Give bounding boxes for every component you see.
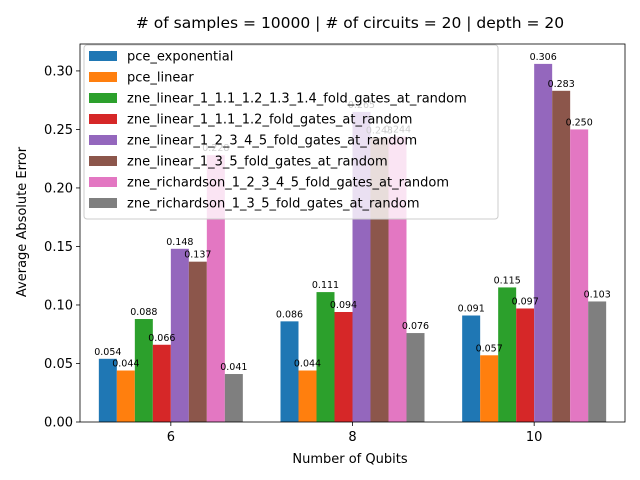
- y-tick-label: 0.30: [44, 64, 73, 79]
- bar: [516, 308, 535, 422]
- y-axis-label: Average Absolute Error: [15, 146, 30, 297]
- data-label: 0.091: [458, 304, 485, 315]
- bar: [334, 311, 353, 422]
- legend-label: zne_richardson_1_2_3_4_5_fold_gates_at_r…: [127, 176, 449, 191]
- data-label: 0.097: [512, 296, 539, 307]
- bar: [298, 370, 317, 422]
- x-axis-label: Number of Qubits: [292, 452, 407, 467]
- bar: [116, 370, 135, 422]
- x-tick-label: 6: [167, 430, 175, 445]
- legend-label: pce_exponential: [127, 50, 233, 65]
- bar: [406, 333, 425, 422]
- data-label: 0.044: [112, 359, 139, 370]
- data-label: 0.041: [220, 362, 247, 373]
- legend-swatch: [89, 135, 117, 145]
- data-label: 0.094: [330, 300, 357, 311]
- y-tick-label: 0.20: [44, 181, 73, 196]
- data-label: 0.148: [166, 237, 193, 248]
- bar: [316, 292, 335, 422]
- plot-area: 0.054 0.086 0.091 0.044 0.044 0.057 0.088 0.111…: [44, 43, 626, 445]
- data-label: 0.283: [548, 79, 575, 90]
- legend-swatch: [89, 156, 117, 166]
- data-label: 0.044: [294, 359, 321, 370]
- data-label: 0.076: [402, 321, 429, 332]
- legend-label: zne_linear_1_1.1_1.2_fold_gates_at_rando…: [127, 113, 412, 128]
- y-tick-label: 0.10: [44, 298, 73, 313]
- bar: [170, 248, 189, 422]
- legend-swatch: [89, 93, 117, 103]
- y-tick-label: 0.00: [44, 416, 73, 431]
- data-label: 0.054: [94, 347, 121, 358]
- legend-label: pce_linear: [127, 71, 194, 86]
- y-tick-label: 0.25: [44, 123, 73, 138]
- bar: [188, 261, 207, 422]
- data-label: 0.250: [566, 117, 593, 128]
- chart-title: # of samples = 10000 | # of circuits = 2…: [136, 14, 564, 32]
- data-label: 0.088: [130, 307, 157, 318]
- legend-label: zne_linear_1_3_5_fold_gates_at_random: [127, 155, 388, 170]
- legend-swatch: [89, 51, 117, 61]
- x-tick-label: 10: [526, 430, 543, 445]
- legend-swatch: [89, 114, 117, 124]
- bar: [134, 319, 153, 422]
- legend-label: zne_richardson_1_3_5_fold_gates_at_rando…: [127, 197, 419, 212]
- bar: [588, 301, 607, 422]
- bar: [98, 358, 117, 422]
- bar: [534, 63, 553, 422]
- legend-swatch: [89, 198, 117, 208]
- legend-label: zne_linear_1_2_3_4_5_fold_gates_at_rando…: [127, 134, 417, 149]
- legend-swatch: [89, 72, 117, 82]
- x-tick-label: 8: [348, 430, 356, 445]
- legend-swatch: [89, 177, 117, 187]
- data-label: 0.306: [530, 52, 557, 63]
- data-label: 0.057: [476, 343, 503, 354]
- y-tick-label: 0.15: [44, 240, 73, 255]
- data-label: 0.086: [276, 309, 303, 320]
- data-label: 0.137: [184, 250, 211, 261]
- bar: [552, 90, 571, 422]
- bar: [280, 321, 299, 422]
- bar: [152, 344, 171, 422]
- bar: [480, 355, 499, 422]
- bar: [570, 129, 589, 422]
- data-label: 0.111: [312, 280, 339, 291]
- legend-frame: [83, 44, 499, 220]
- y-tick-label: 0.05: [44, 357, 73, 372]
- bar: [206, 155, 225, 423]
- data-label: 0.103: [584, 289, 611, 300]
- data-label: 0.066: [148, 333, 175, 344]
- bar: [224, 374, 243, 422]
- legend-label: zne_linear_1_1.1_1.2_1.3_1.4_fold_gates_…: [127, 92, 467, 107]
- legend: pce_exponential pce_linear zne_linear_1_1.…: [83, 44, 499, 220]
- data-label: 0.115: [494, 275, 521, 286]
- bar: [498, 287, 517, 422]
- bar: [462, 315, 481, 422]
